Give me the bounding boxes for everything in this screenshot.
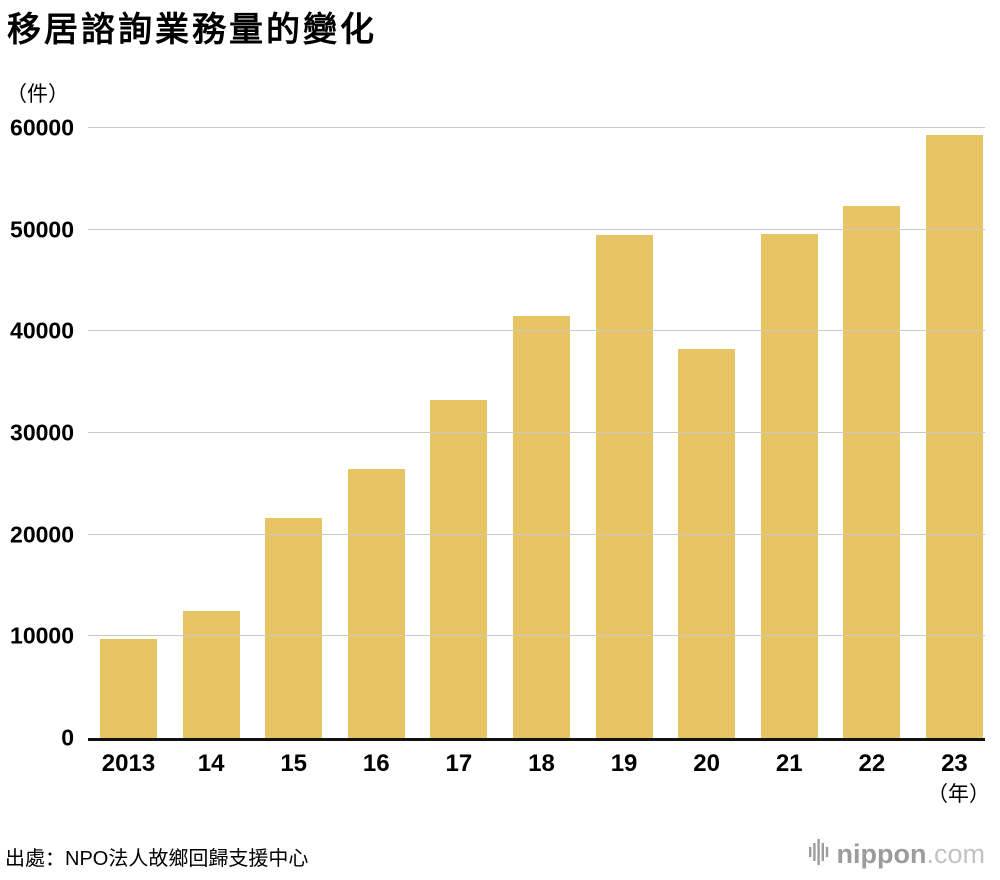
bar-slot: 2013 (100, 128, 157, 776)
nippon-logo: nippon.com (808, 838, 985, 871)
logo-tld: .com (926, 839, 985, 869)
bar-slot: 22 (843, 128, 901, 776)
bar-slot: 17 (430, 128, 488, 776)
gridline (88, 533, 985, 535)
y-tick-label: 0 (61, 724, 74, 751)
bar-slot: 18 (512, 128, 570, 776)
y-tick-label: 50000 (10, 216, 74, 243)
gridline (88, 330, 985, 332)
bar-18 (512, 316, 570, 738)
bar-16 (347, 468, 405, 738)
gridline (88, 228, 985, 230)
x-tick-label: 23 (941, 750, 968, 777)
bar-slot: 16 (347, 128, 405, 776)
bar-slot: 14 (182, 128, 240, 776)
bar-2013 (100, 639, 157, 738)
x-tick-label: 20 (693, 750, 721, 777)
bar-15 (265, 518, 323, 738)
y-tick-label: 10000 (10, 622, 74, 649)
bars: 2013 14 15 16 17 18 19 20 21 22 23 (100, 128, 983, 776)
x-tick-label: 2013 (101, 750, 156, 777)
y-tick-label: 40000 (10, 317, 74, 344)
x-axis-unit-label: （年） (927, 783, 990, 806)
x-tick-label: 21 (775, 750, 803, 777)
x-tick-label: 22 (858, 750, 886, 777)
x-tick-label: 16 (362, 750, 390, 777)
x-tick-label: 18 (528, 750, 555, 777)
y-tick-label: 30000 (10, 419, 74, 446)
logo-name: nippon (836, 839, 927, 869)
gridline (88, 432, 985, 433)
y-tick-label: 60000 (10, 114, 74, 141)
bar-23 (925, 135, 983, 738)
gridline (88, 635, 985, 637)
gridline (88, 127, 985, 128)
plot-area: 2013 14 15 16 17 18 19 20 21 22 23 0 10000 20000 3000… (10, 116, 985, 776)
logo-text: nippon.com (837, 841, 985, 868)
soundwave-icon (808, 838, 829, 871)
y-tick-label: 20000 (10, 521, 74, 548)
x-tick-label: 17 (445, 750, 473, 777)
bar-21 (760, 233, 818, 738)
bar-22 (843, 206, 901, 738)
bar-20 (678, 348, 736, 738)
page-title: 移居諮詢業務量的變化 (7, 11, 377, 49)
bar-14 (182, 610, 240, 738)
bar-slot: 15 (265, 128, 323, 776)
source-credit: 出處：NPO法人故鄉回歸支援中心 (5, 848, 309, 870)
bar-slot: 21 (760, 128, 818, 776)
y-axis-unit-label: （件） (6, 83, 69, 106)
bar-slot: 23 (925, 128, 983, 776)
x-tick-label: 15 (280, 750, 308, 777)
x-tick-label: 14 (197, 750, 225, 777)
bar-19 (595, 234, 653, 738)
bar-17 (430, 400, 488, 738)
bar-slot: 20 (678, 128, 736, 776)
bar-slot: 19 (595, 128, 653, 776)
x-tick-label: 19 (610, 750, 638, 777)
